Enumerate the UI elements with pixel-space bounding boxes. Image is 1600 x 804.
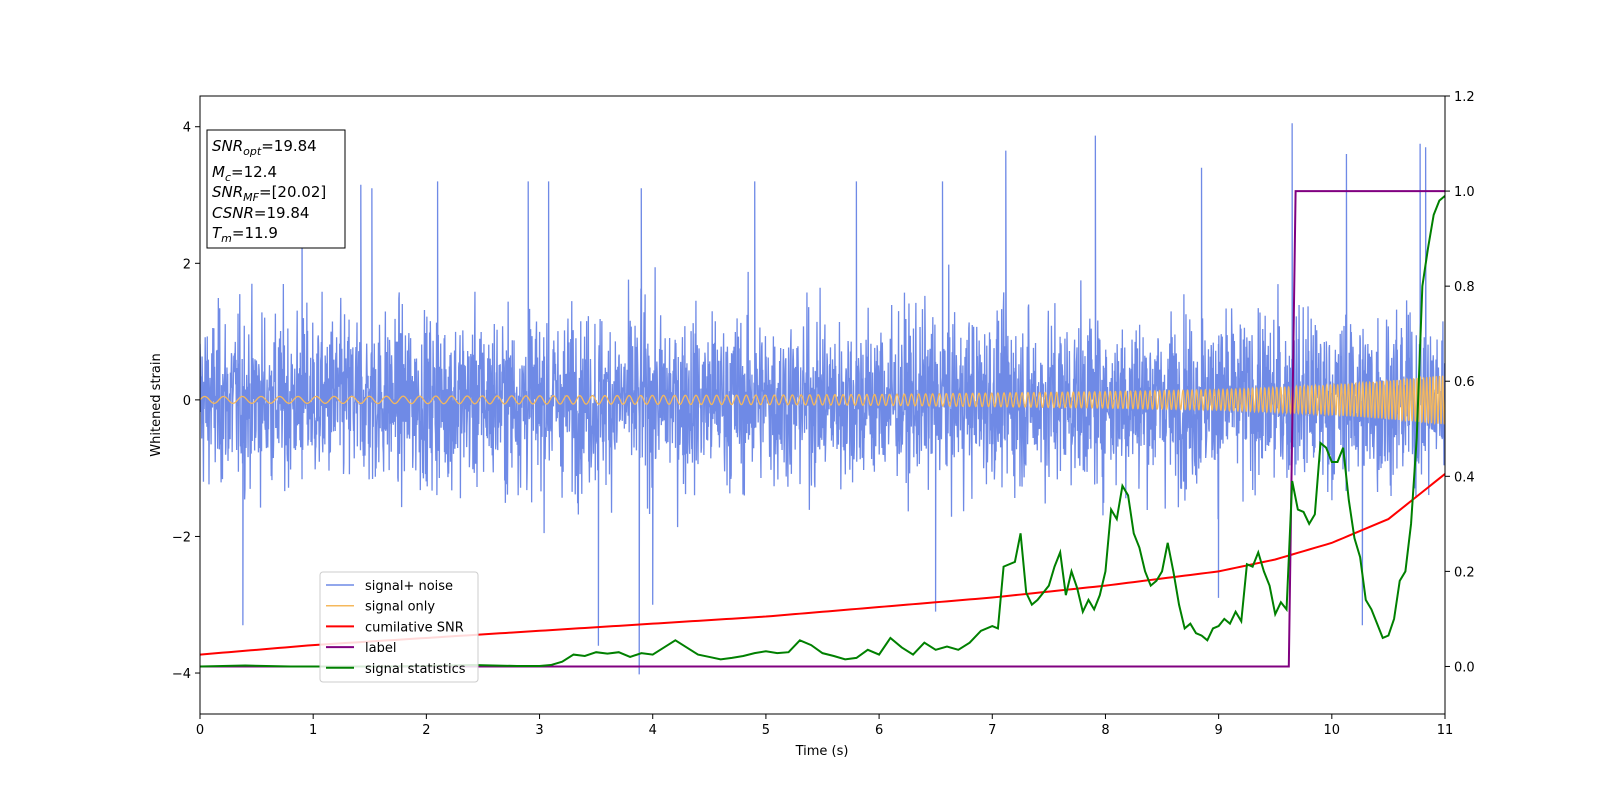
x-tick-label: 0 bbox=[196, 723, 204, 738]
info-csnr: CSNR=19.84 bbox=[212, 204, 309, 222]
x-tick-label: 5 bbox=[762, 723, 770, 738]
y-tick-label: 4 bbox=[183, 121, 191, 136]
y2-tick-label: 1.0 bbox=[1454, 185, 1475, 200]
y2-tick-label: 0.2 bbox=[1454, 565, 1475, 580]
legend-frame bbox=[319, 571, 479, 683]
x-tick-label: 3 bbox=[535, 723, 543, 738]
x-tick-label: 7 bbox=[988, 723, 996, 738]
info-tm: Tm=11.9 bbox=[212, 224, 278, 245]
x-tick-label: 9 bbox=[1214, 723, 1222, 738]
plot-frame bbox=[199, 95, 1446, 715]
series-signal-statistics bbox=[200, 195, 1445, 668]
x-tick-label: 10 bbox=[1324, 723, 1341, 738]
series-signal-only bbox=[200, 375, 1445, 426]
x-tick-label: 2 bbox=[422, 723, 430, 738]
y-tick-label: 2 bbox=[183, 257, 191, 272]
info-box-frame bbox=[206, 129, 346, 249]
y2-tick-label: 0.0 bbox=[1454, 660, 1475, 675]
axes: 0 1 2 3 4 5 6 7 8 9 10 11 4 2 0 −2 −4 1.2 1.0 0.8 0.6 0.4 0.2 0… bbox=[172, 90, 1475, 738]
y-tick-label: −4 bbox=[172, 667, 191, 682]
x-tick-label: 11 bbox=[1437, 723, 1454, 738]
x-tick-label: 8 bbox=[1101, 723, 1109, 738]
series-signal-noise bbox=[200, 123, 1445, 675]
legend-entry: signal+ noise bbox=[365, 579, 453, 594]
x-tick-label: 4 bbox=[649, 723, 657, 738]
info-mc: Mc=12.4 bbox=[212, 163, 277, 184]
info-snr-mf: SNRMF=[20.02] bbox=[212, 183, 326, 204]
x-tick-label: 1 bbox=[309, 723, 317, 738]
y-axis-label: Whitened strain bbox=[149, 353, 164, 456]
x-tick-label: 6 bbox=[875, 723, 883, 738]
legend: signal+ noise signal only cumilative SNR la… bbox=[319, 571, 479, 683]
legend-entry: signal only bbox=[365, 600, 435, 615]
series-label bbox=[200, 190, 1445, 668]
y2-tick-label: 1.2 bbox=[1454, 90, 1475, 105]
legend-entry: label bbox=[365, 641, 396, 656]
y2-tick-label: 0.4 bbox=[1454, 470, 1475, 485]
info-box: SNRopt=19.84 Mc=12.4 SNRMF=[20.02] CSNR=… bbox=[206, 129, 346, 249]
y2-tick-label: 0.8 bbox=[1454, 280, 1475, 295]
y-tick-label: 0 bbox=[183, 394, 191, 409]
info-snr-opt: SNRopt=19.84 bbox=[212, 137, 317, 158]
y2-tick-label: 0.6 bbox=[1454, 375, 1475, 390]
legend-entry: cumilative SNR bbox=[365, 620, 464, 635]
y-tick-label: −2 bbox=[172, 530, 191, 545]
legend-entry: signal statistics bbox=[365, 662, 466, 677]
x-axis-label: Time (s) bbox=[795, 744, 849, 759]
